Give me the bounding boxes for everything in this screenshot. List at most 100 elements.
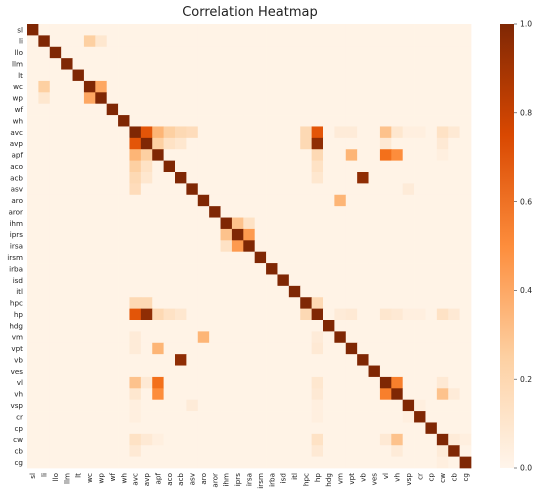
heatmap-cell (38, 433, 51, 446)
heatmap-cell (129, 308, 142, 321)
heatmap-cell (436, 149, 449, 161)
heatmap-cell (38, 46, 51, 59)
heatmap-cell (459, 206, 472, 218)
heatmap-cell (220, 285, 233, 298)
heatmap-cell (163, 240, 176, 253)
heatmap-cell (27, 422, 39, 435)
heatmap-cell (243, 411, 256, 423)
heatmap-cell (197, 80, 210, 93)
heatmap-cell (254, 308, 267, 321)
heatmap-cell (448, 115, 460, 127)
heatmap-cell (140, 194, 153, 207)
heatmap-cell (186, 46, 199, 59)
heatmap-cell (186, 58, 199, 70)
heatmap-cell (186, 399, 199, 412)
heatmap-cell (414, 35, 426, 48)
heatmap-cell (459, 388, 472, 401)
heatmap-cell (49, 126, 62, 139)
heatmap-cell (379, 35, 392, 48)
heatmap-cell (323, 331, 335, 344)
x-tick-label: vb (358, 473, 367, 482)
heatmap-cell (95, 24, 108, 36)
heatmap-cell (152, 320, 164, 332)
heatmap-cell (448, 376, 460, 389)
heatmap-cell (209, 160, 221, 173)
heatmap-cell (49, 376, 62, 389)
heatmap-cell (83, 320, 96, 332)
heatmap-cell (220, 251, 233, 264)
heatmap-cell (345, 172, 358, 184)
heatmap-cell (345, 445, 358, 457)
heatmap-cell (345, 137, 358, 150)
heatmap-cell (459, 331, 472, 344)
heatmap-cell (27, 194, 39, 207)
heatmap-cell (83, 456, 96, 469)
heatmap-cell (38, 240, 51, 253)
heatmap-cell (311, 365, 324, 378)
heatmap-cell (186, 445, 199, 457)
heatmap-cell (379, 46, 392, 59)
heatmap-cell (243, 46, 256, 59)
heatmap-cell (357, 160, 369, 173)
heatmap-cell (391, 228, 404, 241)
heatmap-cell (118, 206, 130, 218)
heatmap-cell (209, 399, 221, 412)
heatmap-cell (414, 365, 426, 378)
heatmap-cell (425, 411, 438, 423)
heatmap-cell (379, 445, 392, 457)
heatmap-cell (345, 342, 358, 355)
heatmap-cell (163, 69, 176, 82)
heatmap-cell (129, 297, 142, 309)
heatmap-cell (231, 297, 244, 309)
x-tick-label: acb (176, 473, 185, 486)
heatmap-cell (129, 80, 142, 93)
heatmap-cell (254, 58, 267, 70)
heatmap-cell (277, 24, 290, 36)
heatmap-cell (49, 354, 62, 366)
heatmap-cell (175, 228, 187, 241)
heatmap-cell (163, 331, 176, 344)
heatmap-cell (391, 433, 404, 446)
heatmap-cell (83, 263, 96, 275)
heatmap-cell (379, 149, 392, 161)
heatmap-cell (323, 172, 335, 184)
heatmap-cell (345, 80, 358, 93)
heatmap-cell (300, 411, 312, 423)
heatmap-cell (448, 92, 460, 105)
heatmap-cell (27, 376, 39, 389)
y-tick-label: wh (13, 116, 23, 125)
heatmap-cell (368, 194, 381, 207)
heatmap-cell (129, 35, 142, 48)
heatmap-cell (83, 285, 96, 298)
y-tick-label: sl (17, 25, 23, 34)
heatmap-cell (118, 172, 130, 184)
heatmap-cell (209, 194, 221, 207)
heatmap-cell (345, 297, 358, 309)
heatmap-cell (391, 115, 404, 127)
heatmap-cell (186, 456, 199, 469)
heatmap-cell (334, 456, 347, 469)
heatmap-cell (186, 433, 199, 446)
heatmap-cell (266, 274, 278, 287)
heatmap-cell (459, 194, 472, 207)
heatmap-cell (345, 422, 358, 435)
heatmap-cell (106, 69, 119, 82)
heatmap-cell (129, 433, 142, 446)
heatmap-cell (254, 399, 267, 412)
heatmap-cell (186, 263, 199, 275)
heatmap-cell (209, 297, 221, 309)
heatmap-cell (152, 194, 164, 207)
heatmap-cell (186, 172, 199, 184)
heatmap-cell (243, 24, 256, 36)
heatmap-cell (266, 342, 278, 355)
heatmap-cell (402, 137, 415, 150)
heatmap-cell (175, 399, 187, 412)
heatmap-cell (266, 69, 278, 82)
heatmap-cell (27, 92, 39, 105)
heatmap-cell (95, 388, 108, 401)
heatmap-cell (186, 308, 199, 321)
heatmap-cell (288, 206, 301, 218)
heatmap-cell (266, 456, 278, 469)
heatmap-cell (288, 342, 301, 355)
heatmap-cell (277, 103, 290, 116)
